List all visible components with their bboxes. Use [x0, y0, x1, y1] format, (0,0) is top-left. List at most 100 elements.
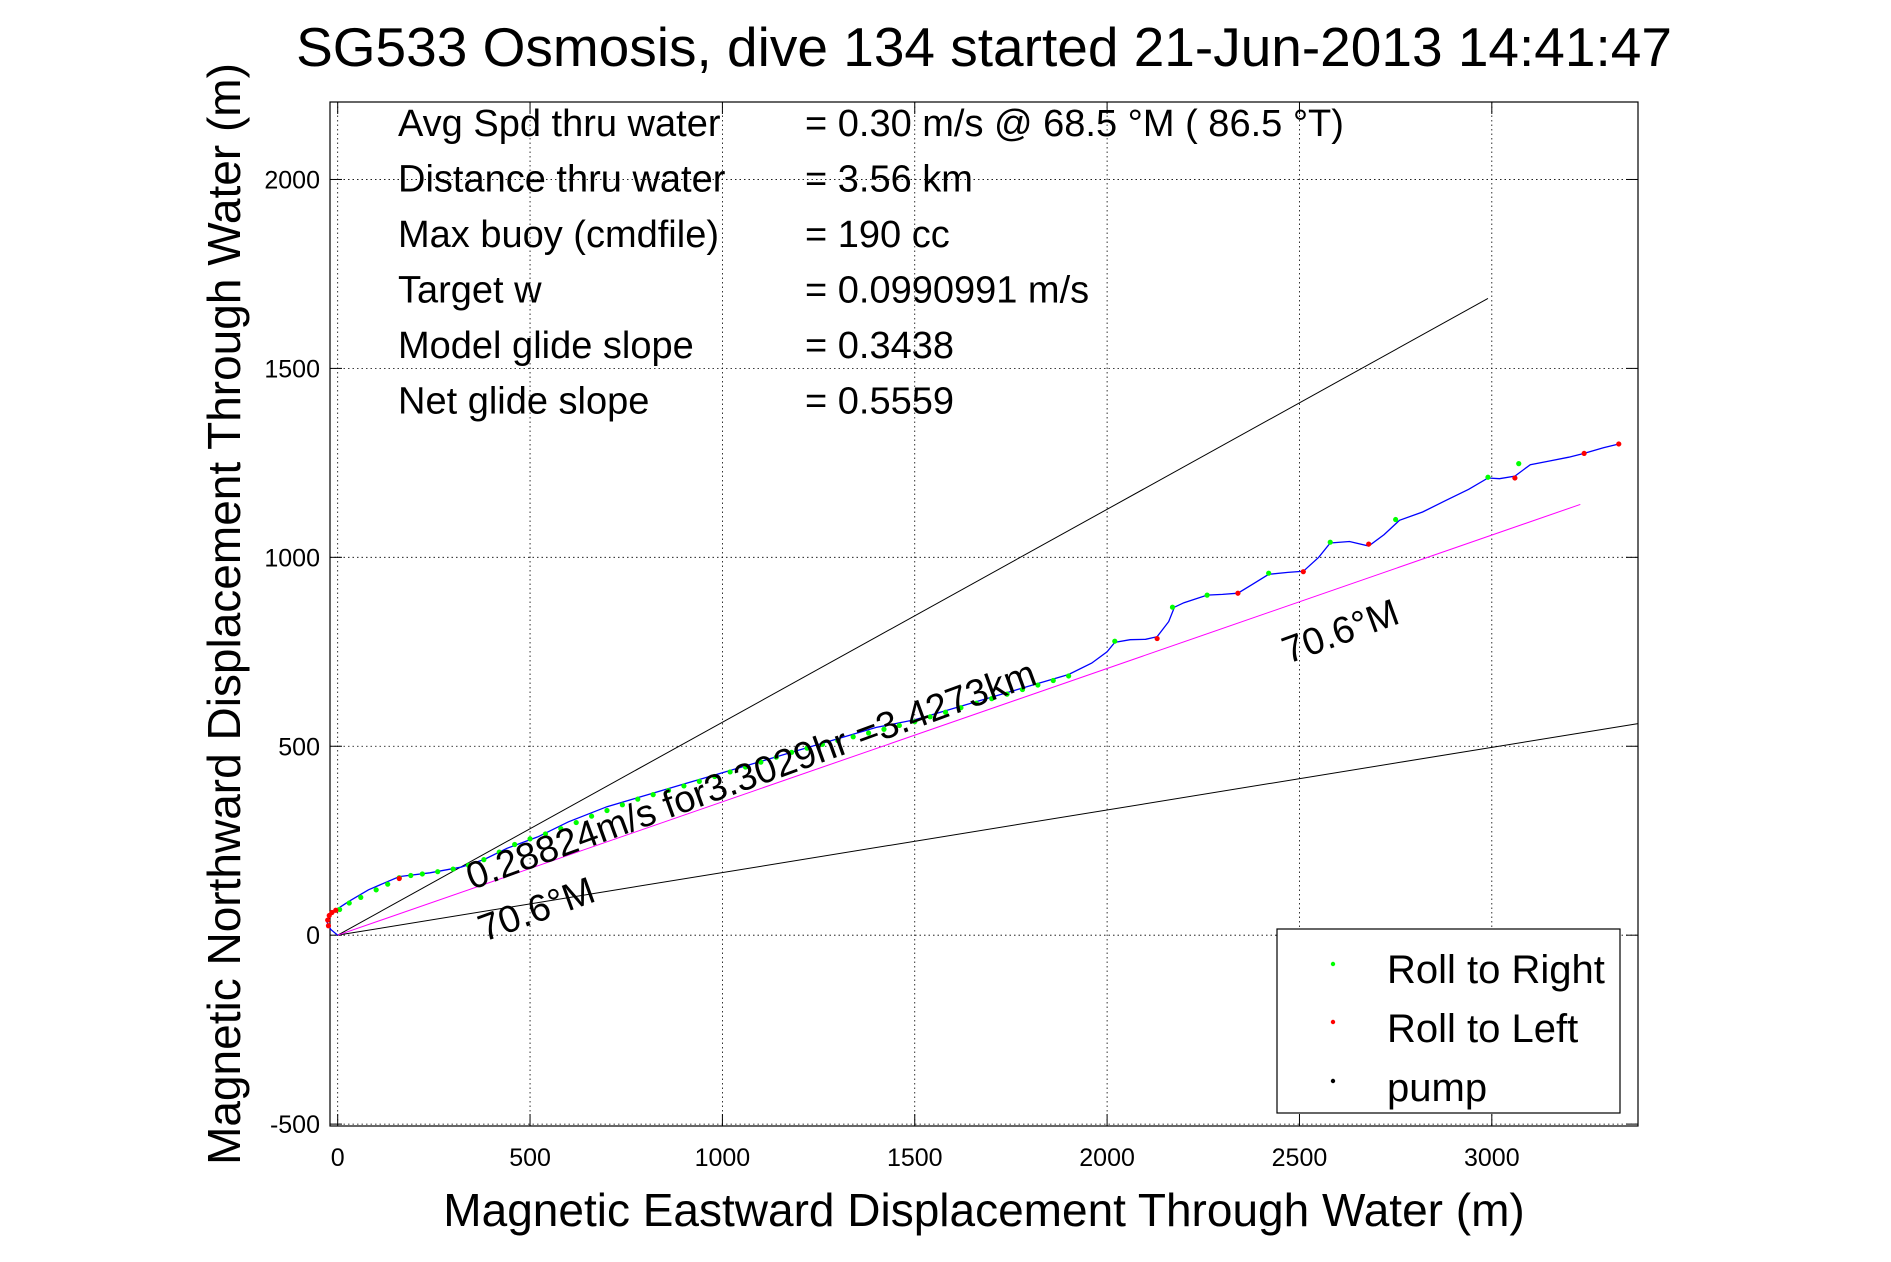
series-layer [325, 441, 1622, 936]
roll-to-right-marker [465, 862, 472, 868]
legend-label-pump: pump [1387, 1066, 1487, 1110]
stats-block: Avg Spd thru water = 0.30 m/s @ 68.5 °M (… [398, 103, 1344, 423]
stat-label: Net glide slope [398, 381, 649, 423]
y-tick-label: -500 [270, 1111, 320, 1139]
y-axis-label: Magnetic Northward Displacement Through … [198, 63, 250, 1165]
legend-marker-pump [1330, 1078, 1336, 1084]
roll-to-right-marker [1485, 474, 1491, 480]
roll-to-right-marker [1004, 691, 1010, 697]
roll-to-left-marker [1300, 569, 1306, 575]
stat-label: Avg Spd thru water [398, 103, 721, 145]
roll-to-right-marker [435, 869, 441, 875]
y-tick-label: 1000 [264, 544, 320, 572]
y-tick-label: 500 [278, 733, 320, 761]
y-tick-label: 0 [306, 922, 320, 950]
chart-title: SG533 Osmosis, dive 134 started 21-Jun-2… [296, 16, 1672, 78]
roll-to-right-marker [1516, 461, 1522, 467]
roll-to-right-marker [742, 764, 749, 770]
roll-to-right-marker [927, 714, 933, 720]
x-tick-label: 0 [331, 1144, 345, 1172]
roll-to-left-marker [1616, 441, 1622, 447]
roll-to-right-marker [1112, 638, 1118, 644]
roll-to-right-marker [408, 872, 414, 879]
cone-lower-line [337, 723, 1639, 936]
roll-to-left-marker [1154, 635, 1160, 642]
roll-to-right-marker [681, 783, 687, 789]
roll-to-right-marker [1204, 592, 1210, 598]
x-tick-label: 2000 [1079, 1144, 1135, 1172]
legend-marker-roll-left [1330, 1019, 1336, 1025]
roll-to-right-marker [1066, 673, 1072, 679]
roll-to-right-marker [835, 737, 841, 744]
roll-to-left-marker [1512, 475, 1518, 481]
stat-label: Max buoy (cmdfile) [398, 214, 719, 256]
roll-to-left-marker [325, 917, 331, 923]
heading-line [337, 503, 1581, 936]
roll-to-right-marker [773, 754, 779, 760]
roll-to-right-marker [481, 857, 487, 863]
roll-to-right-marker [881, 726, 887, 732]
roll-to-right-marker [1035, 682, 1041, 688]
roll-to-right-marker [973, 700, 979, 706]
roll-to-left-marker [329, 909, 335, 916]
stat-value: = 190 cc [805, 214, 950, 256]
roll-to-left-marker [1366, 541, 1372, 547]
roll-to-right-marker [712, 773, 718, 780]
roll-to-right-marker [589, 813, 595, 819]
legend-label-roll-left: Roll to Left [1387, 1007, 1578, 1051]
roll-to-left-marker [333, 907, 339, 913]
roll-to-right-marker [727, 769, 733, 775]
roll-to-right-marker [912, 719, 918, 725]
roll-to-right-marker [942, 709, 949, 715]
roll-to-right-marker [819, 741, 826, 747]
roll-to-right-marker [542, 831, 549, 837]
roll-to-right-marker [385, 881, 391, 887]
roll-to-right-marker [1327, 539, 1333, 545]
track-line [326, 443, 1619, 936]
roll-to-right-marker [337, 906, 343, 913]
stat-value: = 0.30 m/s @ 68.5 °M ( 86.5 °T) [805, 103, 1344, 145]
stat-value: = 0.0990991 m/s [805, 270, 1089, 312]
y-tick-label: 2000 [264, 166, 320, 194]
roll-to-right-marker [450, 866, 456, 872]
roll-to-left-marker [1235, 590, 1241, 596]
stat-label: Target w [398, 270, 542, 312]
reference-lines [337, 298, 1639, 936]
x-tick-label: 1500 [887, 1144, 943, 1172]
plot-frame [329, 101, 1639, 1127]
roll-to-right-marker [358, 894, 364, 900]
roll-to-right-marker [558, 826, 564, 832]
stat-label: Distance thru water [398, 159, 726, 201]
stat-value: = 0.5559 [805, 381, 954, 423]
legend: Roll to Right Roll to Left pump [1276, 928, 1621, 1114]
stat-label: Model glide slope [398, 325, 694, 367]
roll-to-right-marker [512, 841, 518, 848]
roll-to-right-marker [665, 787, 672, 794]
roll-to-right-marker [1050, 677, 1056, 684]
x-tick-label: 3000 [1464, 1144, 1520, 1172]
roll-to-right-marker [804, 745, 810, 751]
x-axis-label: Magnetic Eastward Displacement Through W… [443, 1184, 1524, 1236]
roll-to-left-marker [1581, 450, 1587, 457]
roll-to-right-marker [496, 849, 502, 855]
roll-to-right-marker [1266, 570, 1272, 576]
roll-to-right-marker [419, 871, 425, 877]
roll-to-right-marker [758, 759, 764, 765]
roll-to-right-marker [989, 696, 995, 702]
roll-to-right-marker [1393, 516, 1399, 523]
roll-to-right-marker [346, 900, 352, 906]
roll-to-right-marker [619, 802, 625, 808]
roll-to-right-marker [573, 819, 579, 826]
roll-to-right-marker [1169, 604, 1176, 610]
roll-to-left-marker [325, 923, 332, 929]
roll-to-right-marker [789, 749, 795, 755]
cone-upper-line [337, 298, 1489, 936]
y-tick-label: 1500 [264, 355, 320, 383]
x-tick-label: 500 [509, 1144, 551, 1172]
axis-ticks: 0 500 1000 1500 2000 2500 3000 -500 0 500 1000 1500… [264, 102, 1638, 1172]
roll-to-right-marker [850, 734, 856, 740]
x-tick-label: 1000 [695, 1144, 751, 1172]
legend-label-roll-right: Roll to Right [1387, 948, 1605, 992]
roll-to-right-marker [527, 836, 533, 842]
